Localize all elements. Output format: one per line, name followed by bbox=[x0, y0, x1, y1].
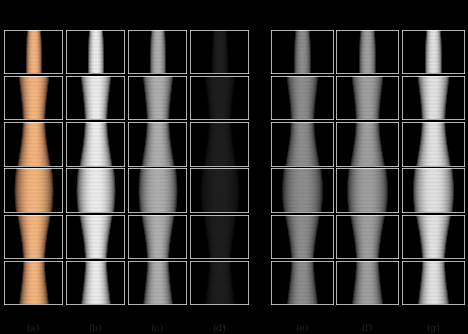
Text: (g): (g) bbox=[426, 324, 440, 333]
Text: (b): (b) bbox=[88, 324, 102, 333]
Text: (d): (d) bbox=[212, 324, 226, 333]
Text: (c): (c) bbox=[151, 324, 164, 333]
Text: (a): (a) bbox=[27, 324, 40, 333]
Text: (f): (f) bbox=[361, 324, 373, 333]
Text: (e): (e) bbox=[295, 324, 308, 333]
